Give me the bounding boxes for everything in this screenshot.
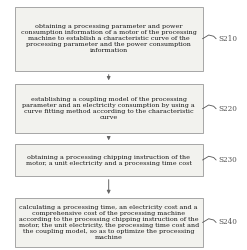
Text: S210: S210 [219,35,238,43]
Text: S220: S220 [219,105,237,113]
Bar [15,144,203,176]
Text: obtaining a processing parameter and power
consumption information of a motor of: obtaining a processing parameter and pow… [21,24,197,53]
Bar [15,7,203,70]
Text: S230: S230 [219,156,237,164]
Text: establishing a coupling model of the processing
parameter and an electricity con: establishing a coupling model of the pro… [22,97,195,120]
Bar [15,84,203,133]
Text: obtaining a processing chipping instruction of the
motor, a unit electricity and: obtaining a processing chipping instruct… [26,154,192,166]
Text: calculating a processing time, an electricity cost and a
comprehensive cost of t: calculating a processing time, an electr… [19,205,199,240]
Bar [15,198,203,247]
Text: S240: S240 [219,218,237,226]
